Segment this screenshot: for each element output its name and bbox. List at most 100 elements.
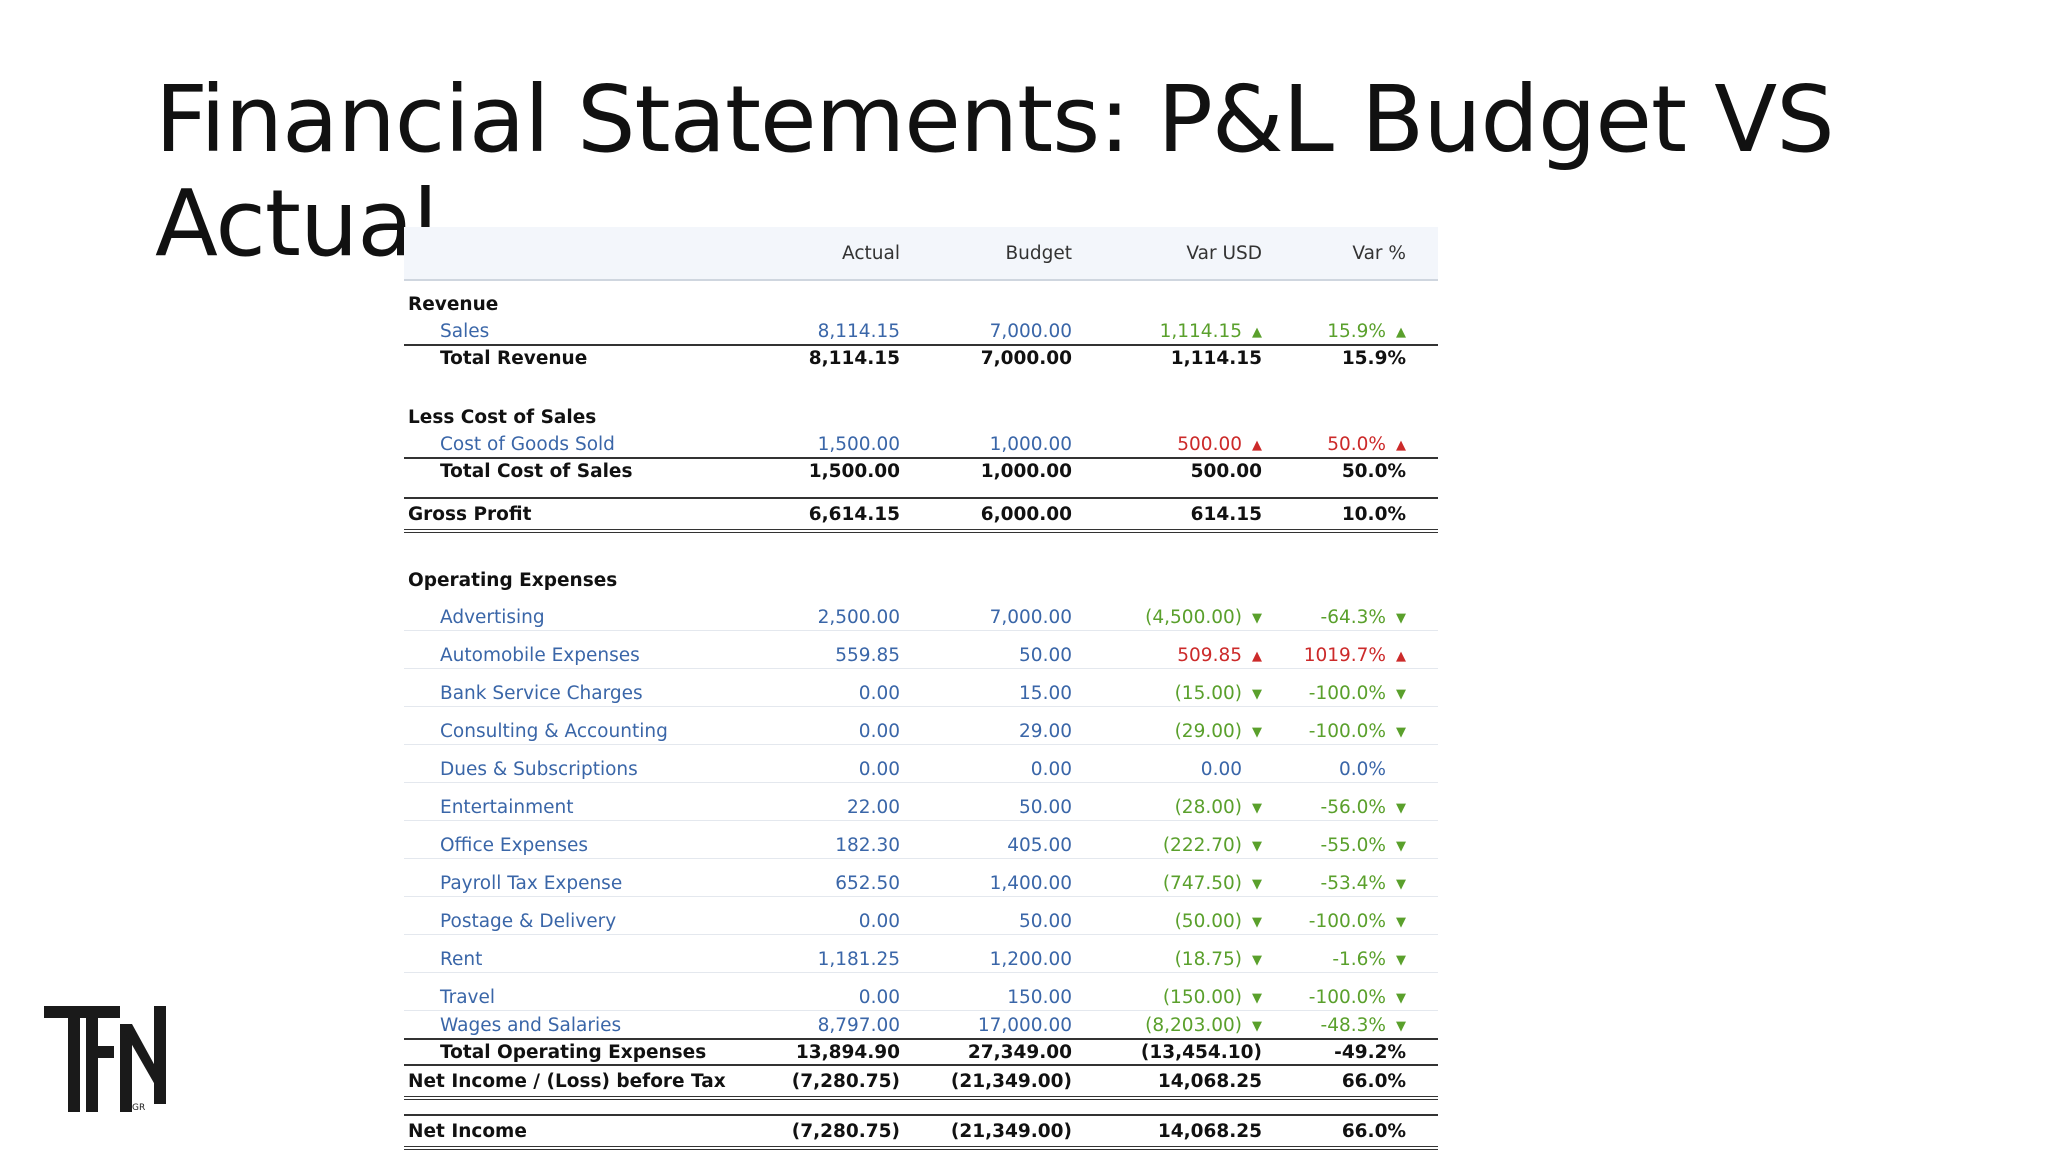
line-item-actual: 0.00 (778, 972, 930, 1011)
line-item-budget: 29.00 (930, 706, 1102, 745)
line-item-row: Rent 1,181.25 1,200.00 (18.75) ▼ -1.6% ▼ (404, 934, 1438, 973)
line-item-var-usd: 1,114.15 ▲ (1102, 317, 1292, 345)
line-item-var-pct: 1019.7% ▲ (1292, 630, 1438, 669)
line-item-label: Sales (440, 321, 490, 342)
triangle-down-icon: ▼ (1252, 1019, 1262, 1034)
line-item-var-usd: 509.85 ▲ (1102, 630, 1292, 669)
net-income-label: Net Income (404, 1114, 778, 1150)
triangle-up-icon: ▲ (1396, 649, 1406, 664)
line-item-var-usd: (29.00) ▼ (1102, 706, 1292, 745)
line-item-label: Office Expenses (404, 820, 778, 859)
gross-profit-var-pct: 10.0% (1292, 497, 1438, 533)
line-item-var-pct: -48.3% ▼ (1292, 1011, 1438, 1040)
line-item-var-usd: (4,500.00) ▼ (1102, 593, 1292, 631)
triangle-down-icon: ▼ (1396, 991, 1406, 1006)
line-item-row: Entertainment 22.00 50.00 (28.00) ▼ -56.0% ▼ (404, 782, 1438, 821)
section-heading-row: Revenue (404, 280, 1438, 317)
line-item-row: Advertising 2,500.00 7,000.00 (4,500.00) ▼ -6… (404, 593, 1438, 631)
triangle-down-icon: ▼ (1396, 801, 1406, 816)
line-item-var-usd: 500.00 ▲ (1102, 430, 1292, 458)
pl-report: Actual Budget Var USD Var % Revenue Sales… (404, 227, 1438, 1150)
line-item-actual: 0.00 (778, 896, 930, 935)
line-item-var-pct: -55.0% ▼ (1292, 820, 1438, 859)
line-item-label: Travel (404, 972, 778, 1011)
line-item-actual: 0.00 (778, 706, 930, 745)
column-header-budget: Budget (930, 227, 1102, 281)
line-item-var-pct-value: -100.0% (1308, 683, 1386, 704)
line-item-label: Rent (404, 934, 778, 973)
line-item-var-pct-value: 0.0% (1339, 759, 1386, 780)
gross-profit-label: Gross Profit (404, 497, 778, 533)
triangle-down-icon: ▼ (1252, 725, 1262, 740)
total-operating-expenses-actual: 13,894.90 (778, 1038, 930, 1065)
triangle-down-icon: ▼ (1252, 991, 1262, 1006)
triangle-down-icon: ▼ (1252, 953, 1262, 968)
line-item-row: Travel 0.00 150.00 (150.00) ▼ -100.0% ▼ (404, 972, 1438, 1011)
logo-mark (44, 1006, 166, 1112)
line-item-var-usd: (28.00) ▼ (1102, 782, 1292, 821)
line-item-var-usd-value: 509.85 (1177, 645, 1242, 666)
line-item-budget: 150.00 (930, 972, 1102, 1011)
triangle-down-icon: ▼ (1396, 953, 1406, 968)
header-spacer (404, 227, 778, 281)
line-item-label: Cost of Goods Sold (440, 434, 615, 455)
section-heading: Operating Expenses (408, 570, 618, 591)
line-item-var-pct-value: -100.0% (1308, 721, 1386, 742)
total-revenue-row: Total Revenue 8,114.15 7,000.00 1,114.15 15.… (404, 344, 1438, 370)
triangle-up-icon: ▲ (1396, 438, 1406, 453)
line-item-actual: 8,114.15 (817, 321, 900, 342)
net-income-row: Net Income (7,280.75) (21,349.00) 14,068.25… (404, 1114, 1438, 1150)
triangle-up-icon: ▲ (1396, 325, 1406, 340)
line-item-var-usd-value: (50.00) (1174, 911, 1242, 932)
line-item-var-pct-value: -1.6% (1332, 949, 1386, 970)
line-item-var-pct: -53.4% ▼ (1292, 858, 1438, 897)
line-item-var-usd-value: (222.70) (1162, 835, 1242, 856)
line-item-var-usd: (15.00) ▼ (1102, 668, 1292, 707)
line-item-actual: 0.00 (778, 668, 930, 707)
line-item-var-usd-value: (18.75) (1174, 949, 1242, 970)
total-cost-of-sales-label: Total Cost of Sales (404, 457, 778, 483)
section-heading: Less Cost of Sales (408, 407, 597, 428)
line-item-var-pct-value: -55.0% (1320, 835, 1386, 856)
total-operating-expenses-budget: 27,349.00 (930, 1038, 1102, 1065)
line-item-budget: 17,000.00 (977, 1015, 1072, 1036)
section-heading-row: Less Cost of Sales (404, 370, 1438, 430)
net-income-var-pct: 66.0% (1292, 1114, 1438, 1150)
line-item-var-pct-value: 1019.7% (1303, 645, 1386, 666)
total-revenue-label: Total Revenue (404, 344, 778, 370)
total-revenue-var-usd: 1,114.15 (1102, 344, 1292, 370)
line-item-label: Bank Service Charges (404, 668, 778, 707)
line-item-actual: 22.00 (778, 782, 930, 821)
triangle-down-icon: ▼ (1252, 915, 1262, 930)
line-item-var-pct: -56.0% ▼ (1292, 782, 1438, 821)
column-header-var-pct: Var % (1292, 227, 1438, 281)
triangle-down-icon: ▼ (1396, 839, 1406, 854)
line-item-var-pct-value: -56.0% (1320, 797, 1386, 818)
net-income-before-tax-row: Net Income / (Loss) before Tax (7,280.75)… (404, 1064, 1438, 1100)
pl-body: Revenue Sales 8,114.15 7,000.00 1,114.15 ▲ 15.… (404, 280, 1438, 1150)
line-item-var-pct-value: -100.0% (1308, 987, 1386, 1008)
line-item-budget: 0.00 (930, 744, 1102, 783)
line-item-var-pct-value: -53.4% (1320, 873, 1386, 894)
line-item-budget: 7,000.00 (989, 321, 1072, 342)
line-item-row: Consulting & Accounting 0.00 29.00 (29.00) ▼… (404, 706, 1438, 745)
line-item-var-usd-value: (29.00) (1174, 721, 1242, 742)
line-item-budget: 405.00 (930, 820, 1102, 859)
line-item-label: Payroll Tax Expense (404, 858, 778, 897)
triangle-down-icon: ▼ (1252, 801, 1262, 816)
net-income-before-tax-budget: (21,349.00) (930, 1064, 1102, 1100)
line-item-var-pct: -64.3% ▼ (1292, 593, 1438, 631)
triangle-down-icon: ▼ (1396, 725, 1406, 740)
triangle-down-icon: ▼ (1252, 687, 1262, 702)
triangle-down-icon: ▼ (1396, 611, 1406, 626)
triangle-down-icon: ▼ (1252, 839, 1262, 854)
triangle-down-icon: ▼ (1396, 1019, 1406, 1034)
triangle-up-icon: ▲ (1252, 438, 1262, 453)
line-item-var-usd-value: (747.50) (1162, 873, 1242, 894)
gross-profit-budget: 6,000.00 (930, 497, 1102, 533)
spacer-cell (404, 1098, 1438, 1115)
triangle-down-icon: ▼ (1252, 877, 1262, 892)
total-revenue-budget: 7,000.00 (930, 344, 1102, 370)
triangle-down-icon: ▼ (1396, 687, 1406, 702)
total-operating-expenses-var-pct: -49.2% (1292, 1038, 1438, 1065)
